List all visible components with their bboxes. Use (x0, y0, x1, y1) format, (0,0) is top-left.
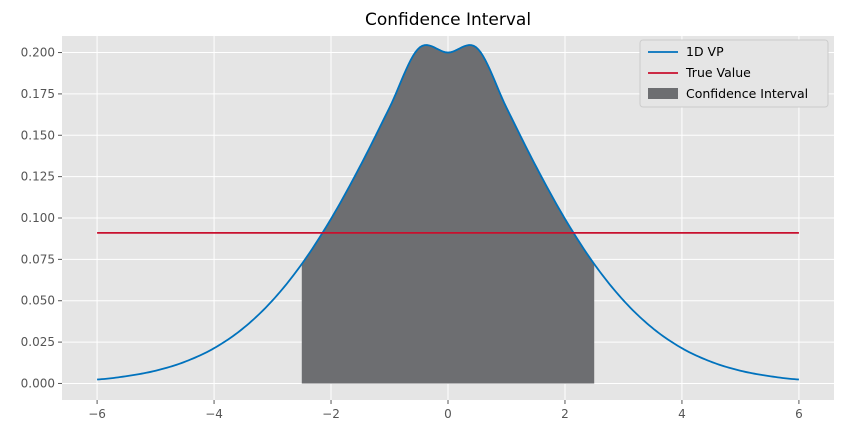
confidence-fill-layer (301, 45, 595, 384)
confidence-interval-area (301, 45, 595, 384)
legend-label-1d-vp: 1D VP (686, 44, 724, 59)
x-tick-label: −4 (205, 407, 223, 421)
legend-label-true-value: True Value (685, 65, 751, 80)
y-axis-ticks: 0.000 0.025 0.050 0.075 0.100 0.125 0.150 0.175… (21, 46, 62, 390)
series-line-1d-vp (97, 44, 799, 381)
y-tick-label: 0.175 (21, 87, 55, 101)
x-tick-label: 6 (795, 407, 803, 421)
x-tick-label: −2 (322, 407, 340, 421)
x-tick-label: 2 (561, 407, 569, 421)
legend-box (639, 39, 829, 108)
legend-swatch-confidence-interval (648, 88, 678, 99)
x-axis-ticks: −6 −4 −2 0 2 4 6 (88, 400, 803, 421)
y-tick-label: 0.125 (21, 170, 55, 184)
series-line-layer (97, 44, 799, 381)
x-tick-label: 0 (444, 407, 452, 421)
x-tick-label: −6 (88, 407, 106, 421)
chart-title: Confidence Interval (365, 10, 531, 30)
legend: 1D VP True Value Confidence Interval (639, 39, 829, 108)
y-tick-label: 0.025 (21, 335, 55, 349)
y-tick-label: 0.075 (21, 252, 55, 266)
y-tick-label: 0.100 (21, 211, 55, 225)
legend-label-confidence-interval: Confidence Interval (686, 86, 808, 101)
y-tick-label: 0.000 (21, 376, 55, 390)
y-tick-label: 0.050 (21, 294, 55, 308)
x-tick-label: 4 (678, 407, 686, 421)
y-tick-label: 0.200 (21, 46, 55, 60)
y-tick-label: 0.150 (21, 128, 55, 142)
